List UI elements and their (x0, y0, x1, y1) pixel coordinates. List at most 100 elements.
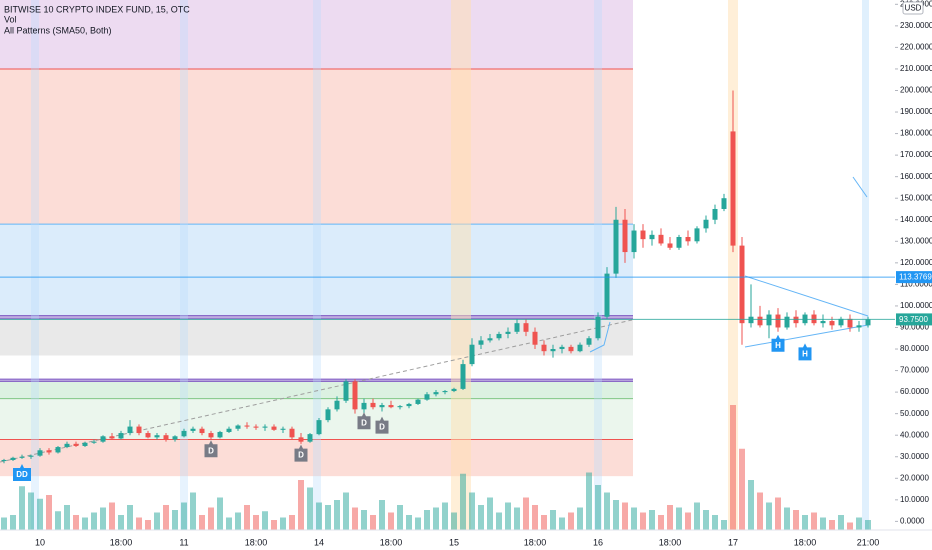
y-tick-label: 20.0000 (900, 473, 929, 482)
volume-bar (244, 505, 250, 530)
y-tick-label: 120.0000 (900, 258, 932, 267)
candle-body (136, 426, 142, 434)
candle-body (46, 450, 52, 453)
volume-bar (649, 510, 655, 530)
candle-body (262, 426, 268, 428)
volume-bar (397, 505, 403, 530)
candle-body (712, 208, 718, 220)
indicator-label: All Patterns (SMA50, Both) (4, 25, 112, 35)
y-tick-label: 200.0000 (900, 86, 932, 95)
currency-button[interactable] (902, 1, 924, 15)
candle-body (775, 314, 781, 328)
x-tick-label: 18:00 (794, 537, 817, 547)
volume-bar (613, 500, 619, 530)
candle-body (163, 435, 169, 440)
volume-bar (118, 515, 124, 530)
volume-bar (172, 510, 178, 530)
candle-body (190, 428, 196, 431)
candle-body (109, 436, 115, 439)
pattern-label: D (208, 446, 214, 455)
session-stripe (451, 0, 471, 530)
candle-body (496, 333, 502, 339)
y-tick-label: 130.0000 (900, 236, 932, 245)
volume-bar (694, 502, 700, 530)
candle-body (19, 456, 25, 458)
volume-bar (703, 510, 709, 530)
volume-bar (10, 515, 16, 530)
volume-bar (451, 512, 457, 530)
zone (0, 68, 633, 225)
volume-bar (712, 515, 718, 530)
pattern-label: H (802, 349, 808, 358)
y-tick-label: 160.0000 (900, 172, 932, 181)
candle-body (100, 436, 106, 442)
y-tick-label: 110.0000 (900, 279, 932, 288)
candle-body (613, 219, 619, 274)
volume-bar (199, 515, 205, 530)
price-label: 93.7500 (899, 315, 928, 324)
volume-bar (532, 505, 538, 530)
currency-label[interactable]: USD (905, 4, 922, 13)
volume-bar (847, 522, 853, 530)
volume-bar (226, 517, 232, 530)
volume-bar (496, 512, 502, 530)
y-tick-label: 170.0000 (900, 150, 932, 159)
candle-body (550, 349, 556, 352)
x-tick-label: 18:00 (110, 537, 133, 547)
zones (0, 0, 633, 477)
candle-body (649, 234, 655, 240)
candle-body (838, 318, 844, 326)
volume-bar (838, 515, 844, 530)
volume-bar (415, 517, 421, 530)
candle-body (865, 319, 871, 326)
volume-bar (748, 480, 754, 530)
x-tick-label: 18:00 (659, 537, 682, 547)
candle-body (856, 325, 862, 328)
x-tick-label: 10 (35, 537, 45, 547)
volume-bar (271, 520, 277, 530)
y-tick-label: 190.0000 (900, 107, 932, 116)
candle-body (532, 331, 538, 345)
y-tick-label: 10.0000 (900, 495, 929, 504)
candle-body (397, 406, 403, 408)
volume-bar (64, 505, 70, 530)
candle-body (388, 405, 394, 408)
triangle-line (744, 275, 869, 317)
session-stripe (180, 0, 188, 530)
y-tick-label: 80.0000 (900, 344, 929, 353)
candle-body (757, 316, 763, 326)
candle-body (559, 346, 565, 350)
y-tick-label: 220.0000 (900, 43, 932, 52)
candle-body (685, 236, 691, 242)
candle-body (433, 392, 439, 395)
candle-body (640, 230, 646, 240)
pattern-label: D (379, 423, 385, 432)
volume-bar (766, 502, 772, 530)
y-tick-label: 100.0000 (900, 301, 932, 310)
candle-body (82, 442, 88, 446)
candle-body (604, 273, 610, 317)
price-label: 113.3769 (899, 273, 932, 282)
volume-bar (793, 510, 799, 530)
volume-bar (595, 485, 601, 530)
volume-bar (802, 515, 808, 530)
volume-bar (361, 510, 367, 530)
candle-body (73, 443, 79, 446)
x-tick-label: 21:00 (857, 537, 880, 547)
volume-bar (829, 520, 835, 530)
volume-bar (73, 515, 79, 530)
x-tick-label: 16 (593, 537, 603, 547)
candle-body (442, 391, 448, 393)
candle-body (739, 245, 745, 324)
pattern-label: H (775, 341, 781, 350)
pattern-badge (771, 334, 785, 352)
volume-bar (91, 512, 97, 530)
candle-body (325, 409, 331, 421)
candle-body (568, 346, 574, 352)
candle-body (586, 338, 592, 345)
volume-bar (100, 507, 106, 530)
candle-body (406, 403, 412, 407)
candle-body (676, 236, 682, 248)
candle-body (307, 434, 313, 442)
